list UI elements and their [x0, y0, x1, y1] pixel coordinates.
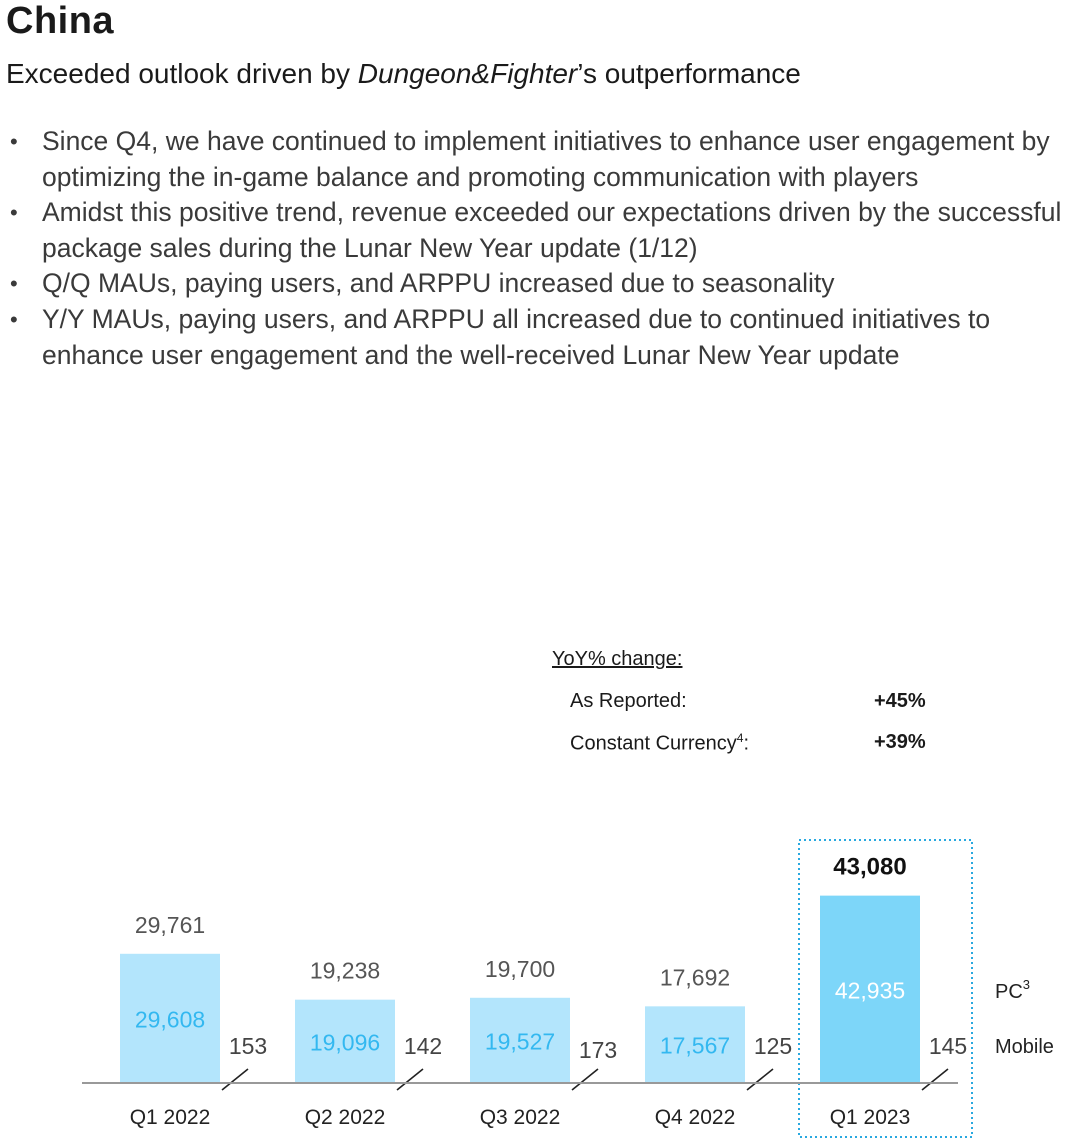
category-label: Q1 2022 — [130, 1106, 211, 1129]
bullet-item: • Since Q4, we have continued to implemen… — [6, 124, 1076, 195]
bullet-item: • Q/Q MAUs, paying users, and ARPPU incre… — [6, 266, 1076, 302]
total-value-label: 19,700 — [485, 956, 555, 982]
pc-value-label: 17,567 — [660, 1033, 730, 1059]
subtitle-prefix: Exceeded outlook driven by — [6, 58, 358, 89]
bullet-text: Since Q4, we have continued to implement… — [42, 126, 1050, 192]
mobile-value-label: 142 — [404, 1033, 442, 1059]
bullet-dot-icon: • — [10, 200, 18, 226]
bullet-text: Amidst this positive trend, revenue exce… — [42, 197, 1062, 263]
pc-bar — [470, 997, 570, 1083]
constant-currency-colon: : — [743, 732, 749, 755]
category-label: Q1 2023 — [830, 1106, 911, 1129]
bullet-item: • Y/Y MAUs, paying users, and ARPPU all i… — [6, 302, 1076, 373]
highlight-frame — [798, 839, 973, 1138]
pc-bar — [120, 953, 220, 1083]
category-label: Q2 2022 — [305, 1106, 386, 1129]
total-value-label: 19,238 — [310, 958, 380, 984]
category-label: Q4 2022 — [655, 1106, 736, 1129]
page-title: China — [6, 0, 115, 42]
total-value-label: 29,761 — [135, 912, 205, 938]
pc-value-label: 19,096 — [310, 1029, 380, 1055]
as-reported-label: As Reported: — [570, 690, 687, 712]
constant-currency-text: Constant Currency — [570, 732, 737, 755]
category-label: Q3 2022 — [480, 1106, 561, 1129]
yoy-header: YoY% change: — [552, 648, 683, 670]
mobile-value-label: 145 — [929, 1033, 967, 1059]
page-subtitle: Exceeded outlook driven by Dungeon&Fight… — [6, 58, 801, 90]
mobile-marker — [746, 1068, 774, 1091]
mobile-marker — [571, 1068, 599, 1091]
mobile-value-label: 153 — [229, 1033, 267, 1059]
pc-bar — [295, 999, 395, 1083]
bullet-dot-icon: • — [10, 271, 18, 297]
mobile-marker — [221, 1068, 249, 1091]
as-reported-value: +45% — [874, 690, 926, 712]
mobile-marker — [396, 1068, 424, 1091]
bullet-text: Q/Q MAUs, paying users, and ARPPU increa… — [42, 268, 835, 299]
legend-pc-label: PC — [995, 981, 1023, 1003]
mobile-value-label: 125 — [754, 1033, 792, 1059]
mobile-marker — [921, 1068, 949, 1091]
mobile-value-label: 173 — [579, 1037, 617, 1063]
pc-value-label: 19,527 — [485, 1028, 555, 1054]
bullet-dot-icon: • — [10, 129, 18, 154]
bullet-list: • Since Q4, we have continued to implemen… — [6, 124, 1076, 373]
total-value-label: 17,692 — [660, 964, 730, 990]
constant-currency-value: +39% — [874, 731, 926, 753]
yoy-change-box: YoY% change: As Reported: +45% Constant … — [552, 648, 972, 755]
bullet-text: Y/Y MAUs, paying users, and ARPPU all in… — [42, 303, 991, 370]
constant-currency-footnote: 4 — [736, 731, 744, 745]
constant-currency-label: Constant Currency4: — [570, 731, 749, 756]
legend-pc-footnote: 3 — [1023, 977, 1030, 992]
total-value-label: 43,080 — [833, 854, 906, 881]
pc-value-label: 42,935 — [835, 977, 905, 1003]
subtitle-game-name: Dungeon&Fighter — [357, 58, 578, 89]
pc-bar — [820, 895, 920, 1083]
pc-value-label: 29,608 — [135, 1006, 205, 1032]
legend-mobile: Mobile — [995, 1036, 1054, 1058]
bullet-item: • Amidst this positive trend, revenue exc… — [6, 195, 1076, 266]
legend-pc: PC3 — [995, 977, 1030, 1003]
subtitle-suffix: ’s outperformance — [577, 58, 801, 89]
pc-bar — [645, 1006, 745, 1083]
bullet-dot-icon: • — [10, 306, 18, 332]
